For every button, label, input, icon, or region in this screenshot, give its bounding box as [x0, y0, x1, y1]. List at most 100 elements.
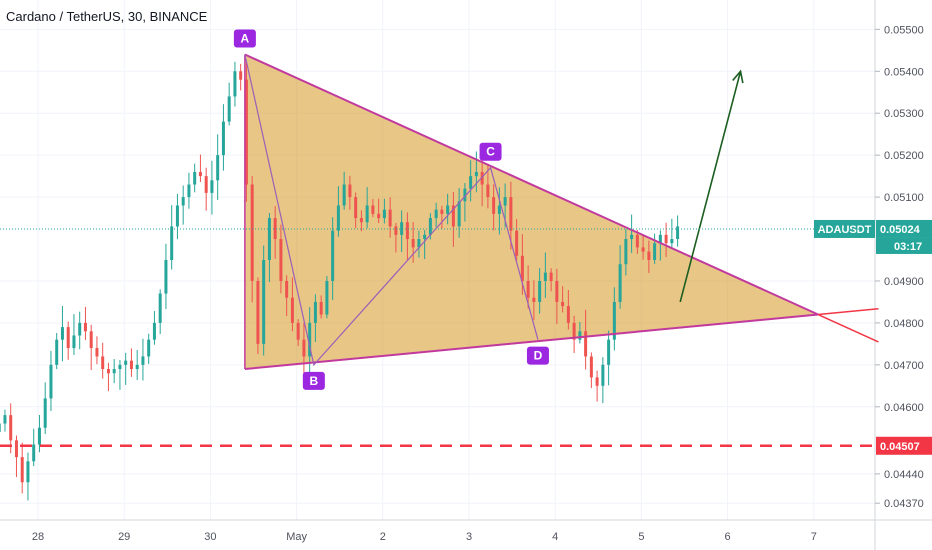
candle-body	[670, 239, 674, 244]
candle-body	[49, 364, 53, 399]
candle-body	[256, 280, 260, 344]
candle-body	[210, 180, 214, 193]
candle-body	[336, 205, 340, 231]
candle-body	[14, 440, 18, 458]
price-tick-label: 0.05100	[884, 192, 924, 204]
time-tick-label: 5	[638, 531, 644, 543]
symbol-tag-label: ADAUSDT	[818, 224, 872, 236]
candle-body	[503, 197, 507, 206]
candle-body	[474, 171, 478, 177]
candle-body	[279, 239, 283, 281]
price-axis[interactable]: 0.05500 0.05400 0.05300 0.05200 0.05100 0.049…	[875, 24, 924, 510]
candle-body	[78, 322, 82, 336]
time-tick-label: 7	[811, 531, 817, 543]
candle-body	[20, 457, 24, 483]
candle-body	[106, 369, 110, 374]
overlays: A B C D	[0, 29, 879, 448]
price-tick-label: 0.04370	[884, 498, 924, 510]
candle-body	[285, 280, 289, 298]
candle-body	[411, 239, 415, 248]
candle-body	[83, 322, 87, 332]
candle-body	[365, 205, 369, 223]
candle-body	[290, 297, 294, 323]
candle-body	[3, 415, 7, 424]
pattern-point-label: C	[486, 145, 495, 159]
candle-body	[635, 234, 639, 248]
candle-body	[423, 234, 427, 240]
pattern-point-a: A	[233, 29, 256, 48]
price-tick-label: 0.05200	[884, 150, 924, 162]
pattern-point-badge	[233, 29, 256, 48]
candle-body	[112, 369, 116, 374]
time-tick-label: 3	[466, 531, 472, 543]
current-price-value: 0.05024	[880, 224, 921, 236]
candle-body	[325, 280, 329, 315]
candle-body	[198, 171, 202, 177]
candle-body	[486, 184, 490, 198]
candle-body	[296, 322, 300, 340]
price-tags: ADAUSDT 0.05024 03:17 0.04507	[814, 219, 932, 455]
candle-body	[147, 339, 151, 357]
candle-body	[624, 239, 628, 265]
candle-body	[89, 331, 93, 349]
candle-body	[55, 339, 59, 365]
time-tick-label: 28	[32, 531, 44, 543]
candle-body	[233, 71, 237, 97]
candle-body	[101, 356, 105, 370]
candle-body	[653, 243, 657, 260]
candle-body	[0, 423, 1, 432]
pattern-point-badge	[526, 346, 549, 365]
candle-body	[129, 360, 133, 370]
candle-body	[382, 209, 386, 219]
candle-body	[377, 213, 381, 219]
price-tick-label: 0.05500	[884, 24, 924, 36]
candle-body	[135, 364, 139, 370]
candle-body	[359, 218, 363, 223]
support-price-tag	[876, 436, 932, 455]
countdown-value: 03:17	[894, 241, 922, 253]
candle-body	[37, 427, 41, 445]
symbol-tag	[814, 219, 875, 238]
candle-body	[589, 356, 593, 378]
candle-body	[549, 272, 553, 281]
pattern-point-badge	[302, 371, 325, 390]
time-tick-label: 6	[725, 531, 731, 543]
candle-body	[158, 293, 162, 323]
candle-body	[388, 209, 392, 227]
candle-body	[607, 339, 611, 365]
candle-body	[532, 297, 536, 302]
pattern-zigzag	[244, 54, 539, 367]
candle-body	[618, 264, 622, 302]
candle-body	[509, 197, 513, 231]
candle-body	[446, 205, 450, 214]
candle-body	[331, 230, 335, 281]
price-tick-label: 0.05400	[884, 66, 924, 78]
upper-trend-extension	[817, 313, 879, 343]
forecast-arrow-shaft	[679, 71, 742, 303]
time-axis[interactable]: 28 29 30 May 2 3 4 5 6 7	[32, 531, 817, 543]
candle-body	[221, 121, 225, 156]
pattern-point-c: C	[479, 142, 502, 161]
candle-body	[463, 188, 467, 202]
pattern-point-d: D	[526, 346, 549, 365]
candle-body	[647, 251, 651, 260]
candle-body	[612, 301, 616, 340]
candle-body	[664, 234, 668, 244]
price-tick-label: 0.04800	[884, 318, 924, 330]
candle-body	[239, 71, 243, 80]
candle-body	[32, 444, 36, 462]
candle-body	[601, 364, 605, 386]
candle-body	[584, 331, 588, 357]
candle-body	[658, 234, 662, 244]
candle-body	[26, 461, 30, 483]
candle-body	[72, 335, 76, 349]
candle-body	[630, 234, 634, 240]
candle-body	[302, 339, 306, 357]
candle-body	[60, 327, 64, 340]
candle-body	[457, 201, 461, 227]
pattern-point-b: B	[302, 371, 325, 390]
candle-body	[578, 331, 582, 340]
triangle-fill	[244, 54, 819, 370]
candle-body	[175, 205, 179, 227]
